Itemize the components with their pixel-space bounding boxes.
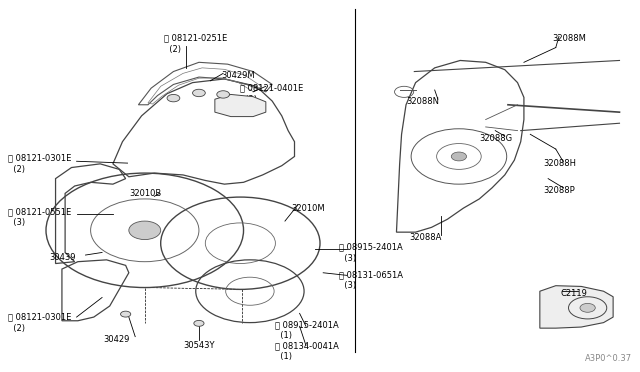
Text: 30429: 30429	[103, 335, 130, 344]
Text: A3P0^0.37: A3P0^0.37	[585, 354, 632, 363]
Text: Ⓑ 08134-0041A
  (1): Ⓑ 08134-0041A (1)	[275, 341, 339, 362]
Circle shape	[120, 311, 131, 317]
Text: 32088N: 32088N	[406, 97, 439, 106]
Text: Ⓑ 08121-0401E
  (2): Ⓑ 08121-0401E (2)	[241, 84, 303, 104]
Text: Ⓑ 08131-0651A
  (3): Ⓑ 08131-0651A (3)	[339, 270, 403, 290]
Text: 32010B: 32010B	[129, 189, 161, 198]
Text: 30429M: 30429M	[221, 71, 255, 80]
Circle shape	[194, 320, 204, 326]
Polygon shape	[215, 94, 266, 116]
Text: 32088H: 32088H	[543, 159, 576, 169]
Circle shape	[129, 221, 161, 240]
Circle shape	[580, 304, 595, 312]
Text: ⓜ 08915-2401A
  (3): ⓜ 08915-2401A (3)	[339, 243, 403, 263]
Text: Ⓑ 08121-0301E
  (2): Ⓑ 08121-0301E (2)	[8, 312, 71, 333]
Text: ⓜ 08915-2401A
  (1): ⓜ 08915-2401A (1)	[275, 320, 339, 340]
Text: 30543Y: 30543Y	[183, 341, 214, 350]
Circle shape	[193, 89, 205, 97]
Text: 30439: 30439	[49, 253, 76, 263]
Circle shape	[217, 91, 230, 98]
Text: 32088G: 32088G	[479, 134, 513, 142]
Text: 32088A: 32088A	[409, 233, 442, 242]
Text: Ⓑ 08121-0301E
  (2): Ⓑ 08121-0301E (2)	[8, 154, 71, 174]
Text: 32010M: 32010M	[291, 203, 325, 213]
Text: C2119: C2119	[561, 289, 588, 298]
Text: Ⓑ 08121-0551E
  (3): Ⓑ 08121-0551E (3)	[8, 207, 71, 227]
Circle shape	[167, 94, 180, 102]
Circle shape	[451, 152, 467, 161]
Text: 32088P: 32088P	[543, 186, 575, 195]
Text: Ⓑ 08121-0251E
  (2): Ⓑ 08121-0251E (2)	[164, 34, 227, 54]
Text: 32088M: 32088M	[552, 34, 586, 43]
Polygon shape	[540, 286, 613, 328]
